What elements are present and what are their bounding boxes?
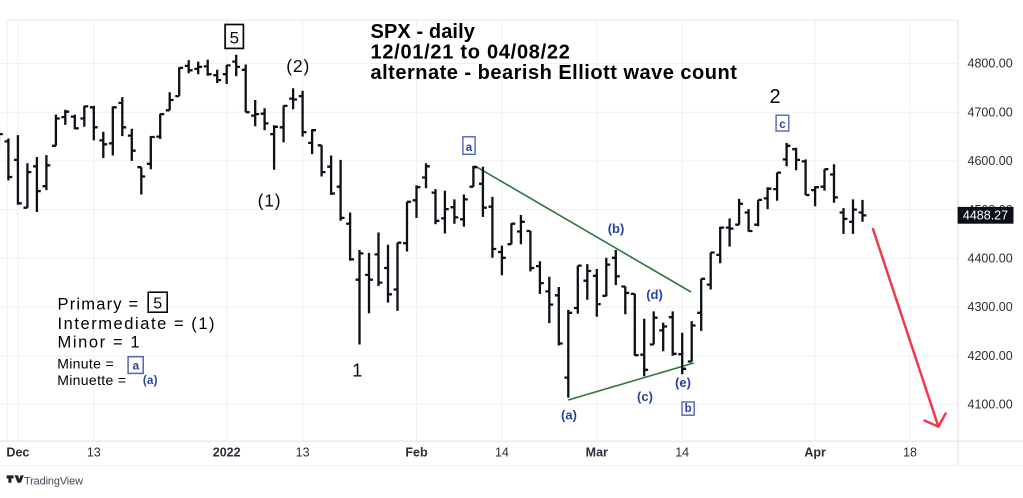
svg-text:Feb: Feb	[405, 446, 428, 460]
svg-text:a: a	[132, 358, 139, 372]
svg-text:(b): (b)	[608, 221, 625, 236]
svg-text:4700.00: 4700.00	[968, 105, 1013, 119]
svg-text:b: b	[685, 403, 692, 415]
svg-text:Dec: Dec	[6, 446, 29, 460]
svg-text:1: 1	[352, 361, 362, 381]
svg-text:4300.00: 4300.00	[968, 300, 1013, 314]
svg-text:TradingView: TradingView	[24, 475, 83, 487]
svg-text:5: 5	[153, 296, 162, 313]
svg-text:Intermediate = (1): Intermediate = (1)	[58, 315, 217, 333]
svg-text:Primary =: Primary =	[58, 296, 140, 314]
svg-text:Minute =: Minute =	[57, 356, 114, 372]
svg-text:13: 13	[296, 446, 310, 460]
svg-text:(2): (2)	[286, 56, 310, 76]
svg-text:(a): (a)	[143, 375, 158, 387]
svg-text:c: c	[779, 119, 786, 131]
svg-text:4200.00: 4200.00	[968, 349, 1013, 363]
svg-text:5: 5	[230, 29, 239, 48]
svg-text:4800.00: 4800.00	[968, 57, 1013, 71]
svg-text:(c): (c)	[637, 389, 653, 404]
svg-text:Minuette =: Minuette =	[57, 372, 126, 388]
svg-text:13: 13	[87, 446, 101, 460]
svg-text:4400.00: 4400.00	[968, 252, 1013, 266]
svg-text:18: 18	[903, 446, 917, 460]
svg-text:Mar: Mar	[586, 446, 608, 460]
svg-text:alternate - bearish Elliott wa: alternate - bearish Elliott wave count	[371, 62, 738, 84]
svg-text:4600.00: 4600.00	[968, 154, 1013, 168]
svg-text:Minor = 1: Minor = 1	[58, 334, 142, 352]
svg-text:12/01/21 to 04/08/22: 12/01/21 to 04/08/22	[371, 42, 571, 64]
svg-text:2: 2	[769, 86, 780, 108]
svg-text:(e): (e)	[675, 375, 691, 390]
svg-text:4488.27: 4488.27	[963, 209, 1008, 223]
svg-text:14: 14	[495, 446, 509, 460]
svg-text:(a): (a)	[561, 408, 577, 423]
svg-text:(1): (1)	[258, 191, 282, 211]
svg-text:2022: 2022	[213, 446, 241, 460]
svg-text:4100.00: 4100.00	[968, 398, 1013, 412]
svg-text:SPX - daily: SPX - daily	[371, 21, 476, 43]
svg-text:a: a	[466, 142, 473, 154]
svg-text:14: 14	[675, 446, 689, 460]
svg-text:Apr: Apr	[804, 446, 826, 460]
svg-text:(d): (d)	[646, 287, 663, 302]
